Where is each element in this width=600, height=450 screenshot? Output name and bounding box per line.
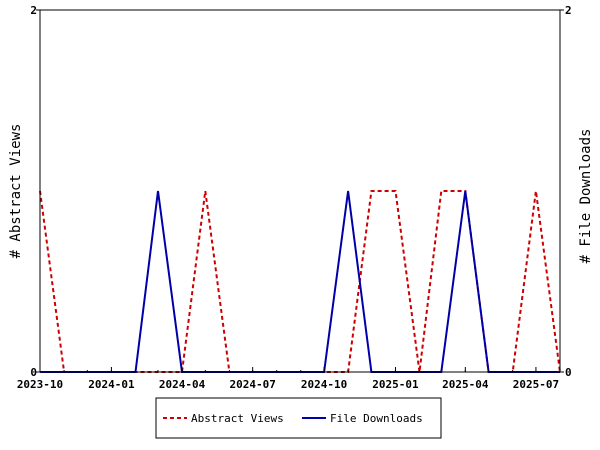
plot-frame: [39, 9, 561, 373]
x-tick-label: 2024-04: [159, 378, 206, 391]
y-axis-right-title: # File Downloads: [578, 129, 594, 264]
x-tick-label: 2025-01: [372, 378, 419, 391]
legend-label-file-downloads: File Downloads: [330, 412, 423, 425]
y-axes: 0 2 0 2: [30, 4, 571, 379]
series-line-abstract-views: [39, 190, 561, 373]
y-right-tick-label: 0: [565, 366, 572, 379]
y-left-tick-label: 2: [30, 4, 37, 17]
legend-label-abstract-views: Abstract Views: [191, 412, 284, 425]
y-axis-left-title: # Abstract Views: [8, 124, 24, 259]
x-tick-label: 2025-04: [442, 378, 489, 391]
series-layer: [39, 190, 561, 373]
y-left-tick-label: 0: [30, 366, 37, 379]
x-tick-label: 2023-10: [17, 378, 63, 391]
x-tick-label: 2025-07: [513, 378, 559, 391]
legend-box: [155, 397, 442, 439]
x-tick-label: 2024-07: [229, 378, 275, 391]
x-tick-label: 2024-01: [88, 378, 135, 391]
series-line-file-downloads: [40, 190, 560, 373]
legend: Abstract Views File Downloads: [155, 397, 442, 439]
x-axis: 2023-10 2024-01 2024-04 2024-07 2024-10 2025-…: [17, 367, 561, 391]
x-tick-label: 2024-10: [301, 378, 347, 391]
y-right-tick-label: 2: [565, 4, 572, 17]
